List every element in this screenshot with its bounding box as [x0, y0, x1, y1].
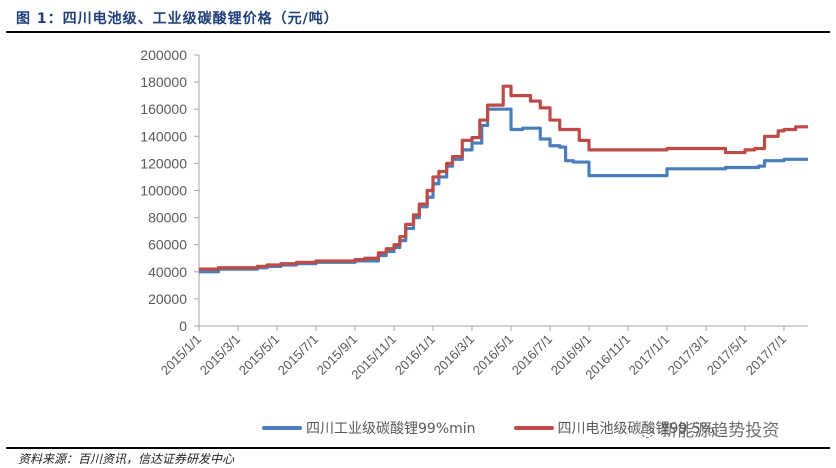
- x-tick-label: 2017/7/1: [743, 332, 789, 378]
- x-tick-label: 2016/5/1: [470, 332, 516, 378]
- y-tick-label: 200000: [140, 47, 187, 63]
- y-tick-label: 180000: [140, 74, 187, 90]
- y-tick-label: 120000: [140, 155, 187, 171]
- wechat-watermark: ◌ 新能源趋势投资: [640, 416, 779, 441]
- series-industrial-line: [199, 107, 809, 274]
- x-tick-label: 2015/7/1: [275, 332, 321, 378]
- legend-label-battery: 四川电池级碳酸锂99.5%: [557, 421, 715, 437]
- legend-item-industrial: 四川工业级碳酸锂99%min: [262, 418, 476, 438]
- y-tick-label: 20000: [148, 291, 187, 307]
- footer-divider: [6, 447, 830, 449]
- y-tick-label: 100000: [140, 183, 187, 199]
- x-tick-label: 2016/7/1: [509, 332, 555, 378]
- title-divider: [6, 31, 830, 33]
- x-tick-label: 2017/5/1: [704, 332, 750, 378]
- watermark-text: 新能源趋势投资: [660, 421, 780, 441]
- y-tick-label: 160000: [140, 101, 187, 117]
- x-tick-label: 2015/3/1: [197, 332, 243, 378]
- legend-swatch-industrial: [262, 426, 302, 430]
- y-tick-label: 140000: [140, 128, 187, 144]
- x-tick-label: 2017/3/1: [665, 332, 711, 378]
- x-tick-label: 2017/1/1: [626, 332, 672, 378]
- y-tick-label: 80000: [148, 210, 187, 226]
- legend-label-industrial: 四川工业级碳酸锂99%min: [306, 421, 476, 437]
- x-tick-label: 2016/1/1: [392, 332, 438, 378]
- wechat-icon: ◌: [640, 421, 661, 441]
- y-tick-label: 40000: [148, 264, 187, 280]
- x-tick-label: 2016/3/1: [431, 332, 477, 378]
- x-tick-label: 2015/1/1: [158, 332, 204, 378]
- legend-item-battery: 四川电池级碳酸锂99.5%: [513, 418, 715, 438]
- x-tick-label: 2015/5/1: [236, 332, 282, 378]
- chart-series: [199, 84, 809, 274]
- source-note: 资料来源：百川资讯，信达证券研发中心: [18, 452, 235, 466]
- y-tick-label: 60000: [148, 237, 187, 253]
- figure-title: 图 1：四川电池级、工业级碳酸锂价格（元/吨）: [16, 11, 339, 27]
- y-tick-label: 0: [179, 318, 187, 334]
- series-battery-line: [199, 84, 809, 271]
- x-axis: 2015/1/12015/3/12015/5/12015/7/12015/9/1…: [158, 325, 808, 382]
- y-axis: 0 20000 40000 60000 80000 100000 120000 140000 1…: [140, 47, 200, 334]
- chart-legend: 四川工业级碳酸锂99%min 四川电池级碳酸锂99.5%: [262, 418, 752, 438]
- legend-swatch-battery: [513, 426, 554, 430]
